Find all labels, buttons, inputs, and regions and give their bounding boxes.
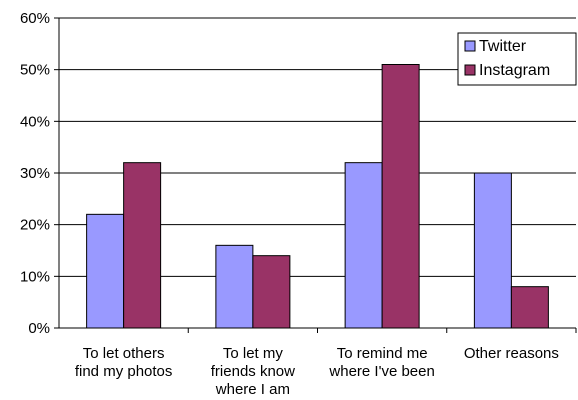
bar-twitter-0 [86, 213, 125, 329]
legend: Twitter Instagram [457, 32, 577, 86]
legend-swatch-twitter [464, 40, 476, 52]
y-tick-label: 30% [20, 165, 50, 182]
legend-box [457, 32, 577, 86]
y-tick-label: 60% [20, 10, 50, 27]
y-tick-labels: 0% 10% 20% 30% 40% 50% 60% [20, 10, 50, 337]
legend-label-twitter: Twitter [479, 38, 527, 55]
bars [86, 64, 549, 329]
y-tick-label: 20% [20, 217, 50, 234]
x-category-label: To let others find my photos [75, 345, 173, 380]
y-tick-label: 0% [28, 320, 50, 337]
bar-twitter-2 [344, 162, 383, 329]
y-tick-label: 50% [20, 62, 50, 79]
bar-instagram-2 [381, 64, 420, 329]
axes [54, 17, 577, 333]
x-category-label: To let my friends know where I am [211, 345, 295, 398]
y-tick-label: 10% [20, 268, 50, 285]
x-category-label: Other reasons [464, 345, 559, 362]
x-category-labels: To let others find my photos To let my frie… [75, 345, 559, 398]
x-category-label: To remind me where I've been [328, 345, 434, 380]
bar-twitter-1 [215, 244, 254, 329]
bar-instagram-1 [252, 255, 291, 329]
legend-swatch-instagram [464, 64, 476, 76]
y-tick-label: 40% [20, 113, 50, 130]
bar-instagram-0 [123, 162, 162, 329]
bar-instagram-3 [510, 286, 549, 329]
legend-label-instagram: Instagram [479, 62, 550, 79]
bar-twitter-3 [473, 172, 512, 329]
